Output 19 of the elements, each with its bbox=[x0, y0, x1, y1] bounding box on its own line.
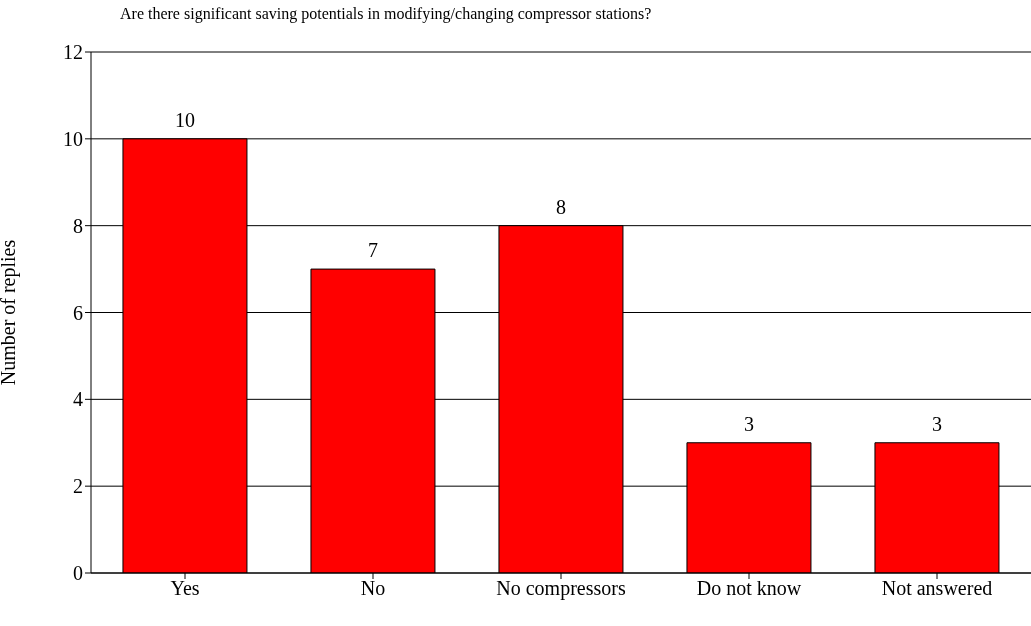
x-tick-label: Not answered bbox=[881, 577, 993, 600]
y-axis-title: Number of replies bbox=[0, 239, 21, 386]
chart-title: Are there significant saving potentials in modifying/changing compressor stations? bbox=[120, 5, 652, 23]
data-label: 3 bbox=[931, 412, 942, 435]
x-tick-label: No compressors bbox=[496, 577, 626, 601]
y-tick-label: 10 bbox=[63, 127, 83, 150]
x-tick-label: No bbox=[360, 577, 386, 600]
y-tick-label: 2 bbox=[73, 475, 83, 498]
y-tick-label: 0 bbox=[73, 562, 83, 585]
y-tick-label: 4 bbox=[73, 388, 83, 411]
y-tick-label: 6 bbox=[73, 301, 83, 324]
data-label: 10 bbox=[174, 108, 195, 131]
y-tick-label: 12 bbox=[63, 41, 83, 64]
data-label: 3 bbox=[743, 412, 754, 435]
data-label: 7 bbox=[367, 239, 378, 262]
x-tick-label: Yes bbox=[170, 577, 200, 600]
y-tick-label: 8 bbox=[73, 214, 83, 237]
x-tick-label: Do not know bbox=[696, 577, 802, 600]
data-label: 8 bbox=[555, 195, 566, 218]
